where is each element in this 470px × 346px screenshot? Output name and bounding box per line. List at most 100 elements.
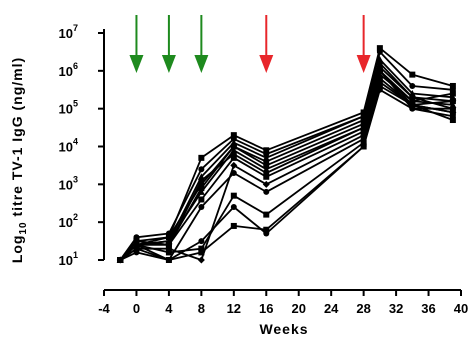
x-tick-label: 8 bbox=[198, 301, 205, 316]
data-point bbox=[230, 192, 237, 199]
data-point bbox=[198, 196, 205, 203]
data-point bbox=[230, 135, 237, 142]
y-tick-label-base: 10 bbox=[59, 26, 73, 41]
data-point bbox=[197, 188, 205, 195]
data-point bbox=[376, 86, 383, 93]
x-tick-label: 40 bbox=[454, 301, 468, 316]
y-tick-label-exponent: 2 bbox=[73, 212, 78, 222]
y-tick-label: 107 bbox=[59, 23, 78, 41]
data-point bbox=[449, 82, 456, 89]
y-tick-label: 102 bbox=[59, 212, 78, 230]
data-point bbox=[198, 249, 205, 256]
x-tick-label: 24 bbox=[324, 301, 339, 316]
data-point bbox=[230, 222, 237, 229]
data-point bbox=[360, 128, 367, 135]
series-line bbox=[119, 51, 453, 261]
y-tick-label-exponent: 6 bbox=[73, 61, 78, 71]
data-point bbox=[360, 143, 367, 150]
vaccination-arrow-week-28 bbox=[356, 15, 371, 73]
y-tick-label-exponent: 4 bbox=[73, 137, 78, 147]
data-point bbox=[376, 75, 383, 82]
x-tick-label: 4 bbox=[165, 301, 173, 316]
data-point bbox=[198, 166, 205, 173]
data-point bbox=[198, 177, 205, 184]
y-axis-title-rest: titre TV-1 IgG (ng/ml) bbox=[9, 57, 25, 222]
data-point bbox=[409, 71, 416, 78]
x-tick-label: 36 bbox=[421, 301, 435, 316]
x-tick-label: 32 bbox=[389, 301, 403, 316]
arrow-layer bbox=[129, 15, 371, 73]
data-point bbox=[198, 185, 205, 192]
x-tick-label: 0 bbox=[133, 301, 140, 316]
data-point bbox=[230, 154, 237, 161]
data-point bbox=[376, 48, 383, 55]
y-tick-label-exponent: 3 bbox=[73, 174, 78, 184]
data-point bbox=[117, 257, 124, 263]
y-tick-label: 106 bbox=[59, 61, 78, 79]
data-point bbox=[165, 241, 172, 248]
data-point bbox=[263, 173, 270, 180]
data-point bbox=[198, 245, 205, 252]
data-point bbox=[198, 154, 205, 161]
data-point bbox=[198, 204, 205, 211]
data-point bbox=[198, 238, 205, 245]
data-point bbox=[409, 101, 416, 108]
arrow-head bbox=[259, 55, 274, 73]
x-tick-label: 20 bbox=[291, 301, 305, 316]
x-tick-label: 16 bbox=[259, 301, 273, 316]
data-point bbox=[376, 82, 383, 89]
data-point bbox=[449, 109, 456, 116]
series-line bbox=[119, 69, 454, 261]
data-point bbox=[230, 204, 237, 211]
y-axis-title-prefix: Log bbox=[9, 235, 25, 264]
y-tick-label: 105 bbox=[59, 99, 78, 117]
data-point bbox=[449, 117, 456, 124]
series-line bbox=[119, 85, 454, 261]
data-point bbox=[230, 132, 237, 139]
series-line bbox=[119, 66, 454, 261]
data-point bbox=[230, 143, 237, 150]
x-axis-title: Weeks bbox=[259, 321, 308, 337]
data-point bbox=[263, 147, 270, 154]
y-tick-label: 103 bbox=[59, 174, 78, 192]
arrow-head bbox=[194, 55, 209, 73]
series-layer bbox=[116, 45, 457, 264]
y-tick-label-base: 10 bbox=[59, 140, 73, 155]
x-tick-label: -4 bbox=[98, 301, 110, 316]
vaccination-arrow-week-4 bbox=[161, 15, 176, 73]
series-13 bbox=[117, 67, 456, 263]
y-axis-title: Log10 titre TV-1 IgG (ng/ml) bbox=[9, 57, 29, 263]
x-tick-label: 28 bbox=[356, 301, 370, 316]
y-tick-label: 101 bbox=[59, 250, 78, 268]
data-point bbox=[133, 245, 140, 252]
series-line bbox=[119, 47, 454, 261]
y-tick-label-base: 10 bbox=[59, 215, 73, 230]
y-tick-label-exponent: 1 bbox=[73, 250, 78, 260]
data-point bbox=[376, 45, 383, 52]
data-point bbox=[376, 67, 383, 74]
data-point bbox=[263, 226, 270, 233]
vaccination-arrow-week-8 bbox=[194, 15, 209, 73]
data-point bbox=[165, 257, 172, 263]
data-point bbox=[165, 249, 172, 256]
data-point bbox=[409, 94, 416, 101]
y-tick-label-base: 10 bbox=[59, 253, 73, 268]
x-tick-label: 12 bbox=[227, 301, 241, 316]
data-point bbox=[449, 98, 456, 105]
y-axis-title-subscript: 10 bbox=[18, 221, 29, 234]
data-point bbox=[263, 162, 270, 169]
vaccination-arrow-week-0 bbox=[129, 15, 144, 73]
arrow-head bbox=[356, 55, 371, 73]
y-tick-label-base: 10 bbox=[59, 177, 73, 192]
series-line bbox=[119, 77, 453, 261]
data-point bbox=[263, 151, 270, 158]
data-point bbox=[263, 188, 270, 195]
data-point bbox=[197, 256, 205, 264]
data-point bbox=[230, 169, 237, 176]
series-line bbox=[119, 69, 454, 261]
y-tick-label: 104 bbox=[59, 137, 78, 155]
y-tick-label-base: 10 bbox=[59, 64, 73, 79]
vaccination-arrow-week-16 bbox=[259, 15, 274, 73]
